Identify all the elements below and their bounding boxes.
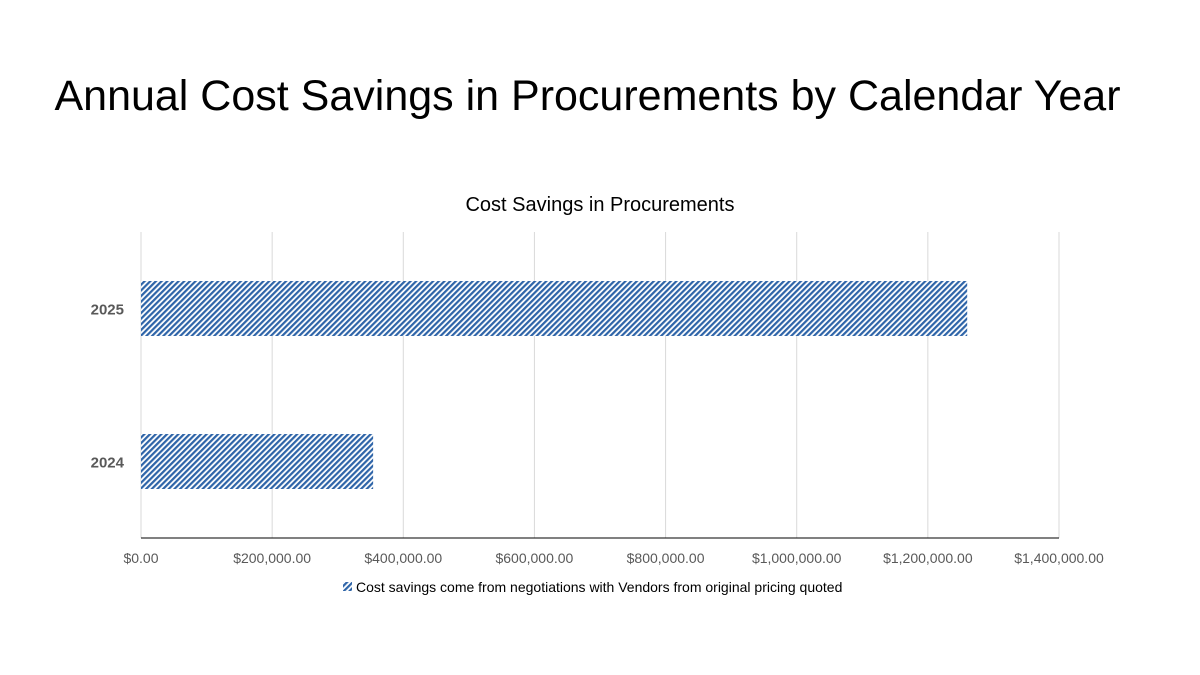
x-tick-label: $1,400,000.00 <box>1014 550 1104 566</box>
x-tick-label: $1,000,000.00 <box>752 550 842 566</box>
bar-2025 <box>141 281 968 336</box>
legend: Cost savings come from negotiations with… <box>343 579 842 595</box>
bar-2024 <box>141 434 374 489</box>
legend-label: Cost savings come from negotiations with… <box>356 579 842 595</box>
chart-title: Cost Savings in Procurements <box>465 194 734 216</box>
x-tick-label: $1,200,000.00 <box>883 550 973 566</box>
y-tick-label: 2024 <box>91 455 125 472</box>
x-tick-label: $800,000.00 <box>627 550 705 566</box>
x-tick-label: $400,000.00 <box>364 550 442 566</box>
legend-swatch <box>343 582 352 591</box>
slide-title: Annual Cost Savings in Procurements by C… <box>54 72 1121 120</box>
x-tick-label: $0.00 <box>123 550 158 566</box>
x-tick-label: $600,000.00 <box>495 550 573 566</box>
x-tick-label: $200,000.00 <box>233 550 311 566</box>
y-tick-label: 2025 <box>91 302 124 319</box>
